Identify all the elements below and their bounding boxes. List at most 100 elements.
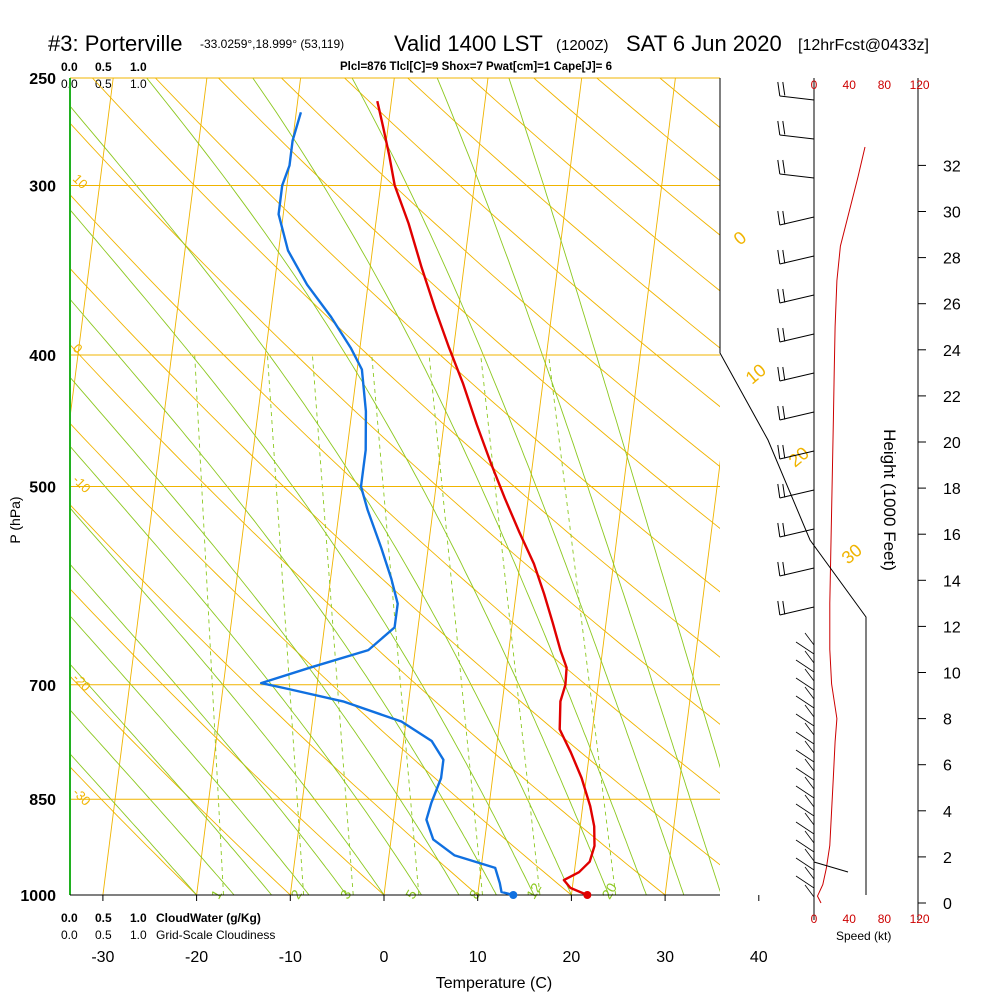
wind-barb-feather	[777, 600, 781, 616]
wind-barb-staff	[804, 740, 815, 754]
surface-temperature-point	[583, 891, 592, 899]
wind-barb-staff	[779, 372, 815, 382]
cloudiness-tick-top-3: 1.0	[130, 77, 147, 91]
wind-barb-staff	[795, 875, 815, 889]
temp-tick-label: 0	[380, 949, 389, 966]
height-tick-label: 10	[943, 666, 961, 683]
moist-adiabat-line	[70, 753, 197, 895]
mixing-ratio-label: 12	[523, 880, 545, 902]
speed-tick-top: 80	[878, 78, 892, 92]
wind-barb-feather	[777, 327, 781, 343]
height-tick-label: 22	[943, 389, 961, 406]
wind-barb-feather	[782, 444, 786, 459]
speed-tick-top: 40	[843, 78, 857, 92]
temp-tick-label: 40	[750, 949, 768, 966]
wind-barb-staff	[804, 758, 815, 772]
cloudwater-scale-top: 0.0 0.5 1.0 0.0 0.5 1.0	[61, 60, 147, 91]
wind-barb-staff	[779, 134, 815, 140]
cloudwater-label: CloudWater (g/Kg)	[156, 911, 261, 925]
dry-adiabat-line	[70, 193, 720, 795]
wind-barb-feather	[782, 81, 786, 96]
temp-tick-label: 10	[469, 949, 487, 966]
wind-barb-staff	[795, 641, 815, 655]
wind-barb-feather	[777, 81, 781, 97]
speed-tick-bottom: 0	[811, 912, 818, 926]
indices-line: Plcl=876 Tlcl[C]=9 Shox=7 Pwat[cm]=1 Cap…	[340, 61, 612, 73]
wind-barb-feather	[782, 522, 786, 537]
wind-barb-staff	[804, 650, 815, 664]
cloudwater-scale-bottom: 0.0 0.5 1.0 CloudWater (g/Kg) 0.0 0.5 1.…	[61, 911, 275, 942]
isotherm-line	[0, 78, 20, 895]
wind-barb-staff	[779, 216, 815, 226]
wind-barb-feather	[777, 522, 781, 538]
dry-adiabat-line	[407, 78, 720, 349]
pressure-tick-label: 700	[29, 678, 56, 695]
height-tick-label: 26	[943, 297, 961, 314]
moist-adiabat-line	[146, 78, 610, 895]
temp-tick-label: 30	[656, 949, 674, 966]
dry-adiabat-line	[70, 267, 720, 866]
cw-tick-bottom-1: 0.0	[61, 911, 78, 925]
wind-barb-staff	[804, 668, 815, 682]
wind-barb-feather	[777, 561, 781, 577]
height-axis-label: Height (1000 Feet)	[880, 429, 899, 571]
dry-adiabat-line	[70, 504, 478, 895]
moist-adiabat-line	[436, 78, 720, 893]
cw-tick-top-1: 0.0	[61, 60, 78, 74]
temp-tick-label: -30	[91, 949, 114, 966]
moist-adiabat-line	[70, 663, 272, 895]
wind-barb-staff	[779, 255, 815, 265]
valid-date: SAT 6 Jun 2020	[626, 31, 782, 56]
forecast-label: [12hrFcst@0433z]	[798, 37, 929, 54]
mixing-ratio-line	[371, 354, 420, 895]
wind-barb-staff	[804, 812, 815, 826]
height-tick-label: 14	[943, 573, 961, 590]
wind-barb-staff	[779, 489, 815, 499]
wind-barb-staff	[795, 731, 815, 745]
wind-barb-feather	[777, 366, 781, 382]
wind-barb-feather	[777, 288, 781, 304]
wind-barb-staff	[813, 861, 849, 873]
wind-barb-staff	[779, 606, 815, 616]
wind-barb-staff	[795, 857, 815, 871]
wind-barb-staff	[804, 830, 815, 844]
pressure-tick-label: 500	[29, 480, 56, 497]
cw-tick-top-3: 1.0	[130, 60, 147, 74]
sounding-series	[259, 100, 596, 899]
moist-adiabat-line	[508, 78, 720, 769]
wind-barb-feather	[782, 288, 786, 303]
height-tick-label: 6	[943, 758, 952, 775]
wind-barb-staff	[795, 713, 815, 727]
moist-adiabat-line	[70, 563, 347, 895]
dry-adiabat-line	[70, 675, 291, 895]
moist-adiabat-line	[70, 298, 497, 895]
wind-barb-staff	[795, 749, 815, 763]
dry-adiabat-line	[70, 766, 197, 895]
dry-adiabat-line	[281, 78, 720, 468]
moist-adiabat-line	[70, 709, 235, 895]
wind-barb-staff	[804, 704, 815, 718]
mixing-ratio-line	[311, 354, 354, 895]
height-tick-label: 2	[943, 850, 952, 867]
temp-tick-label: 20	[563, 949, 581, 966]
speed-tick-bottom: 80	[878, 912, 892, 926]
pressure-tick-label: 1000	[20, 888, 56, 905]
wind-barb-staff	[779, 528, 815, 538]
moist-adiabat-line	[70, 376, 460, 895]
wind-barb-staff	[779, 567, 815, 577]
height-tick-label: 32	[943, 158, 961, 175]
wind-barb-staff	[779, 333, 815, 343]
height-tick-label: 8	[943, 712, 952, 729]
temp-tick-label: -20	[185, 949, 208, 966]
isotherm-label: 0	[730, 227, 751, 249]
height-tick-label: 0	[943, 896, 952, 913]
cloudiness-tick-top-2: 0.5	[95, 77, 112, 91]
valid-time: Valid 1400 LST	[394, 31, 543, 56]
cloudiness-label: Grid-Scale Cloudiness	[156, 928, 275, 942]
speed-tick-top: 0	[811, 78, 818, 92]
isotherm-line	[759, 78, 863, 895]
wind-barb-staff	[795, 821, 815, 835]
height-tick-label: 28	[943, 251, 961, 268]
isotherm-label: -20	[70, 670, 94, 694]
